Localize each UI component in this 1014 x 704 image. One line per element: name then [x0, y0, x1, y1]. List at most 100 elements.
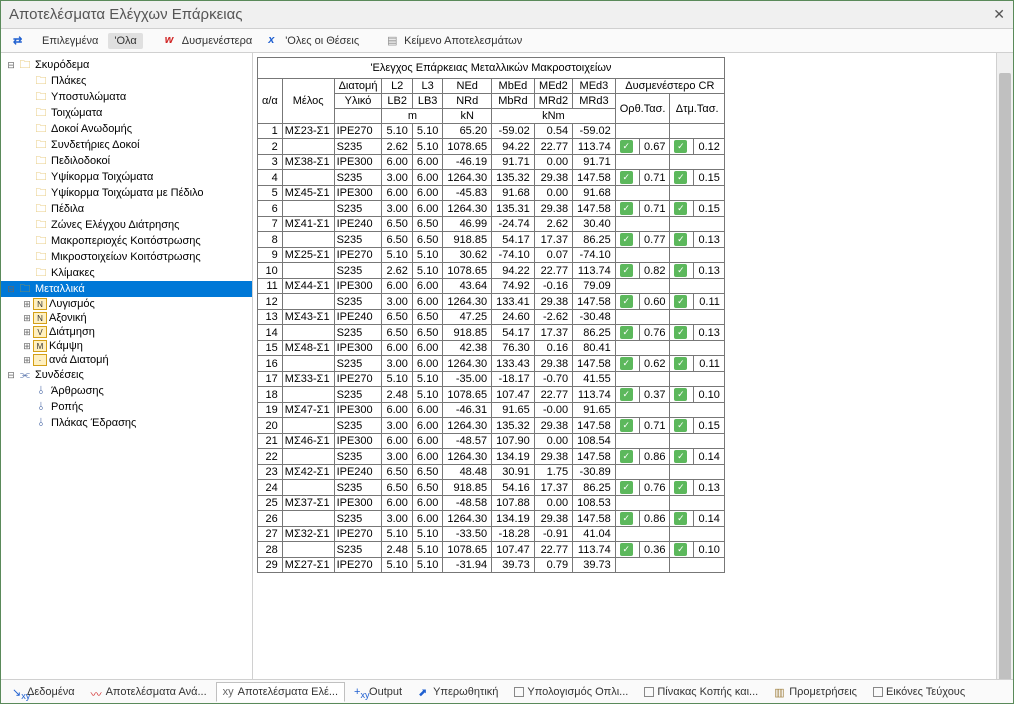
table-row[interactable]: 6S235 3.006.001264.30 135.3129.38147.58 …	[258, 201, 725, 217]
tree-label: Διάτμηση	[49, 326, 95, 338]
table-row[interactable]: 21ΜΣ46-Σ1IPE300 6.006.00-48.57 107.900.0…	[258, 434, 725, 449]
table-row[interactable]: 27ΜΣ32-Σ1IPE270 5.105.10-33.50 -18.28-0.…	[258, 527, 725, 542]
expand-toggle[interactable]: ⊞	[21, 341, 33, 352]
results-window: Αποτελέσματα Ελέγχων Επάρκειας ✕ ⇄ Επιλε…	[0, 0, 1014, 704]
check-icon: ✓	[620, 388, 633, 401]
table-row[interactable]: 12S235 3.006.001264.30 133.4129.38147.58…	[258, 294, 725, 310]
table-row[interactable]: 28S235 2.485.101078.65 107.4722.77113.74…	[258, 542, 725, 558]
close-icon[interactable]: ✕	[993, 6, 1005, 23]
tree-label: Πλάκας Έδρασης	[51, 417, 136, 429]
titlebar: Αποτελέσματα Ελέγχων Επάρκειας ✕	[1, 1, 1013, 29]
square-icon	[644, 687, 654, 697]
table-row[interactable]: 29ΜΣ27-Σ1IPE270 5.105.10-31.94 39.730.79…	[258, 558, 725, 573]
pushover-icon: ⬈	[418, 686, 430, 698]
tab-takeoffs[interactable]: ▥Προμετρήσεις	[767, 682, 864, 702]
all-button[interactable]: 'Ολα	[108, 33, 142, 49]
table-row[interactable]: 17ΜΣ33-Σ1IPE270 5.105.10-35.00 -18.17-0.…	[258, 372, 725, 387]
table-row[interactable]: 22S235 3.006.001264.30 134.1929.38147.58…	[258, 449, 725, 465]
table-row[interactable]: 16S235 3.006.001264.30 133.4329.38147.58…	[258, 356, 725, 372]
tree-node[interactable]: ⊞MΚάμψη	[1, 339, 252, 353]
tree-label: Αξονική	[49, 312, 87, 324]
text-results-button[interactable]: ▤Κείμενο Αποτελεσμάτων	[381, 32, 528, 49]
tree-node[interactable]: ⊞NΑξονική	[1, 311, 252, 325]
table-row[interactable]: 11ΜΣ44-Σ1IPE300 6.006.0043.64 74.92-0.16…	[258, 279, 725, 294]
expand-toggle[interactable]: ⊞	[21, 299, 33, 310]
table-row[interactable]: 14S235 6.506.50918.85 54.1717.3786.25 ✓0…	[258, 325, 725, 341]
expand-toggle[interactable]: ⊞	[21, 313, 33, 324]
selected-button[interactable]: Επιλεγμένα	[36, 33, 104, 49]
toolbar: ⇄ Επιλεγμένα 'Ολα wΔυσμενέστερα x'Ολες ο…	[1, 29, 1013, 53]
check-icon: ✓	[674, 295, 687, 308]
table-row[interactable]: 24S235 6.506.50918.85 54.1617.3786.25 ✓0…	[258, 480, 725, 496]
expand-toggle[interactable]: ⊞	[21, 327, 33, 338]
table-row[interactable]: 13ΜΣ43-Σ1IPE240 6.506.5047.25 24.60-2.62…	[258, 310, 725, 325]
check-icon: ✓	[674, 450, 687, 463]
table-row[interactable]: 26S235 3.006.001264.30 134.1929.38147.58…	[258, 511, 725, 527]
check-icon: ✓	[674, 140, 687, 153]
tab-cutting-table[interactable]: Πίνακας Κοπής και...	[637, 682, 765, 702]
table-row[interactable]: 4S235 3.006.001264.30 135.3229.38147.58 …	[258, 170, 725, 186]
swap-button[interactable]: ⇄	[7, 32, 32, 49]
tree-label: ανά Διατομή	[49, 354, 109, 366]
table-row[interactable]: 18S235 2.485.101078.65 107.4722.77113.74…	[258, 387, 725, 403]
folder-icon: 🗀	[33, 234, 49, 248]
expand-toggle[interactable]: ⊞	[21, 355, 33, 366]
tree-label: Δοκοί Ανωδομής	[51, 123, 132, 135]
item-icon: M	[33, 340, 47, 352]
table-row[interactable]: 1ΜΣ23-Σ1IPE270 5.105.1065.20 -59.020.54-…	[258, 124, 725, 139]
tab-reinforcement[interactable]: Υπολογισμός Οπλι...	[507, 682, 635, 702]
table-row[interactable]: 15ΜΣ48-Σ1IPE300 6.006.0042.38 76.300.168…	[258, 341, 725, 356]
check-icon: ✓	[620, 481, 633, 494]
tree-node[interactable]: ⫰Ροπής	[1, 399, 252, 415]
item-icon: ·	[33, 354, 47, 366]
table-row[interactable]: 7ΜΣ41-Σ1IPE240 6.506.5046.99 -24.742.623…	[258, 217, 725, 232]
table-row[interactable]: 8S235 6.506.50918.85 54.1717.3786.25 ✓0.…	[258, 232, 725, 248]
worst-button[interactable]: wΔυσμενέστερα	[159, 32, 258, 49]
expand-toggle[interactable]: ⊟	[5, 284, 17, 295]
tree-node-selected[interactable]: ⊟🗀Μεταλλικά	[1, 281, 252, 297]
check-icon: ✓	[620, 140, 633, 153]
folder-icon: 🗀	[33, 106, 49, 120]
tree-node[interactable]: ⊞NΛυγισμός	[1, 297, 252, 311]
tab-pushover[interactable]: ⬈Υπερωθητική	[411, 682, 505, 702]
table-row[interactable]: 19ΜΣ47-Σ1IPE300 6.006.00-46.31 91.65-0.0…	[258, 403, 725, 418]
vertical-scrollbar[interactable]	[996, 53, 1013, 679]
tab-drawings[interactable]: Εικόνες Τεύχους	[866, 682, 972, 702]
table-row[interactable]: 3ΜΣ38-Σ1IPE300 6.006.00-46.19 91.710.009…	[258, 155, 725, 170]
tree-node[interactable]: ⫰Πλάκας Έδρασης	[1, 415, 252, 431]
table-wrap: 'Ελεγχος Επάρκειας Μεταλλικών Μακροστοιχ…	[253, 53, 996, 679]
tab-check-results[interactable]: xyΑποτελέσματα Ελέ...	[216, 682, 345, 702]
tree-node[interactable]: 🗀Κλίμακες	[1, 265, 252, 281]
check-icon: ✓	[674, 264, 687, 277]
expand-toggle[interactable]: ⊟	[5, 60, 17, 71]
all-positions-button[interactable]: x'Ολες οι Θέσεις	[262, 32, 365, 49]
table-row[interactable]: 2S235 2.625.101078.65 94.2222.77113.74 ✓…	[258, 139, 725, 155]
worst-label: Δυσμενέστερα	[182, 35, 252, 47]
tree-node[interactable]: ⊞VΔιάτμηση	[1, 325, 252, 339]
tree-node[interactable]: ⫰Άρθρωσης	[1, 383, 252, 399]
tree-node[interactable]: ⊞·ανά Διατομή	[1, 353, 252, 367]
expand-toggle[interactable]: ⊟	[5, 370, 17, 381]
table-row[interactable]: 23ΜΣ42-Σ1IPE240 6.506.5048.48 30.911.75-…	[258, 465, 725, 480]
table-row[interactable]: 5ΜΣ45-Σ1IPE300 6.006.00-45.83 91.680.009…	[258, 186, 725, 201]
folder-icon: 🗀	[33, 266, 49, 280]
tree-label: Κάμψη	[49, 340, 83, 352]
tree-node[interactable]: ⊟⫘Συνδέσεις	[1, 367, 252, 383]
tree-label: Μικροστοιχείων Κοιτόστρωσης	[51, 251, 201, 263]
tree-label: Πεδιλοδοκοί	[51, 155, 110, 167]
tree-label: Ζώνες Ελέγχου Διάτρησης	[51, 219, 179, 231]
check-icon: ✓	[620, 326, 633, 339]
text-results-label: Κείμενο Αποτελεσμάτων	[404, 35, 522, 47]
tab-data[interactable]: ↘xyΔεδομένα	[5, 682, 82, 702]
table-row[interactable]: 20S235 3.006.001264.30 135.3229.38147.58…	[258, 418, 725, 434]
tab-output[interactable]: +xyOutput	[347, 682, 409, 702]
scrollbar-thumb[interactable]	[999, 73, 1011, 679]
xy-icon: ↘xy	[12, 686, 24, 698]
table-row[interactable]: 9ΜΣ25-Σ1IPE270 5.105.1030.62 -74.100.07-…	[258, 248, 725, 263]
xy-icon: xy	[223, 686, 235, 698]
check-icon: ✓	[620, 202, 633, 215]
tree-label: Υποστυλώματα	[51, 91, 126, 103]
tab-analysis-results[interactable]: 〰Αποτελέσματα Ανά...	[84, 682, 214, 702]
table-row[interactable]: 10S235 2.625.101078.65 94.2222.77113.74 …	[258, 263, 725, 279]
table-row[interactable]: 25ΜΣ37-Σ1IPE300 6.006.00-48.58 107.880.0…	[258, 496, 725, 511]
